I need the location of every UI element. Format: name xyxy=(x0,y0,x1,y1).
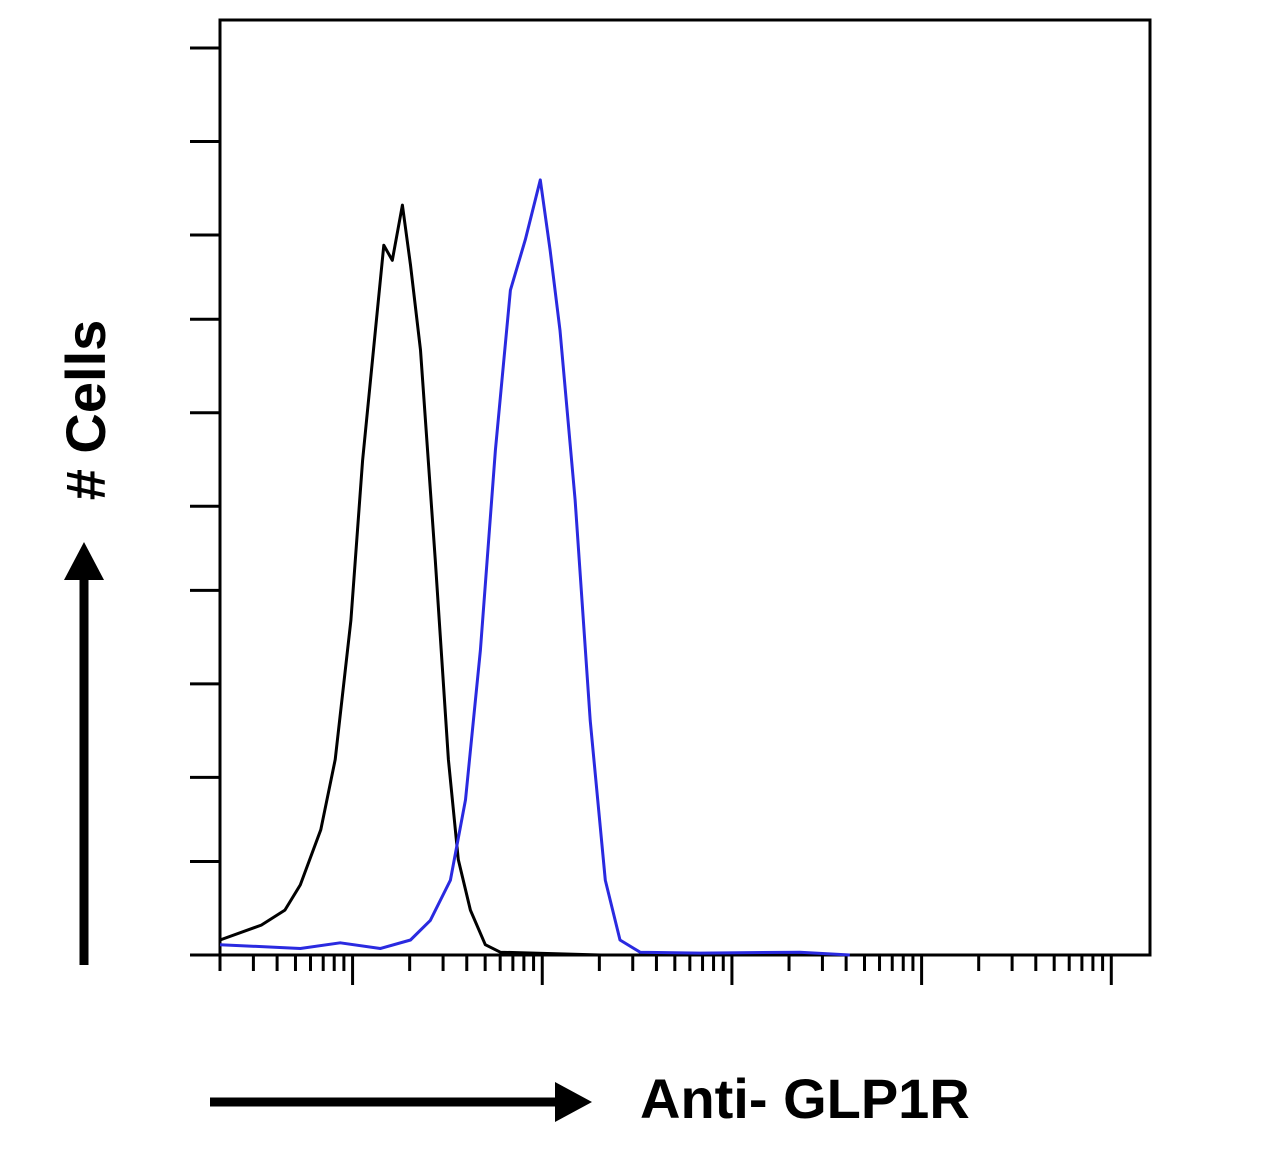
x-axis-label: Anti- GLP1R xyxy=(640,1067,970,1130)
x-arrow-head xyxy=(555,1082,592,1122)
series-line xyxy=(219,203,800,957)
series-line xyxy=(219,178,850,957)
y-axis-label: # Cells xyxy=(54,320,117,501)
y-arrow-head xyxy=(64,542,104,580)
